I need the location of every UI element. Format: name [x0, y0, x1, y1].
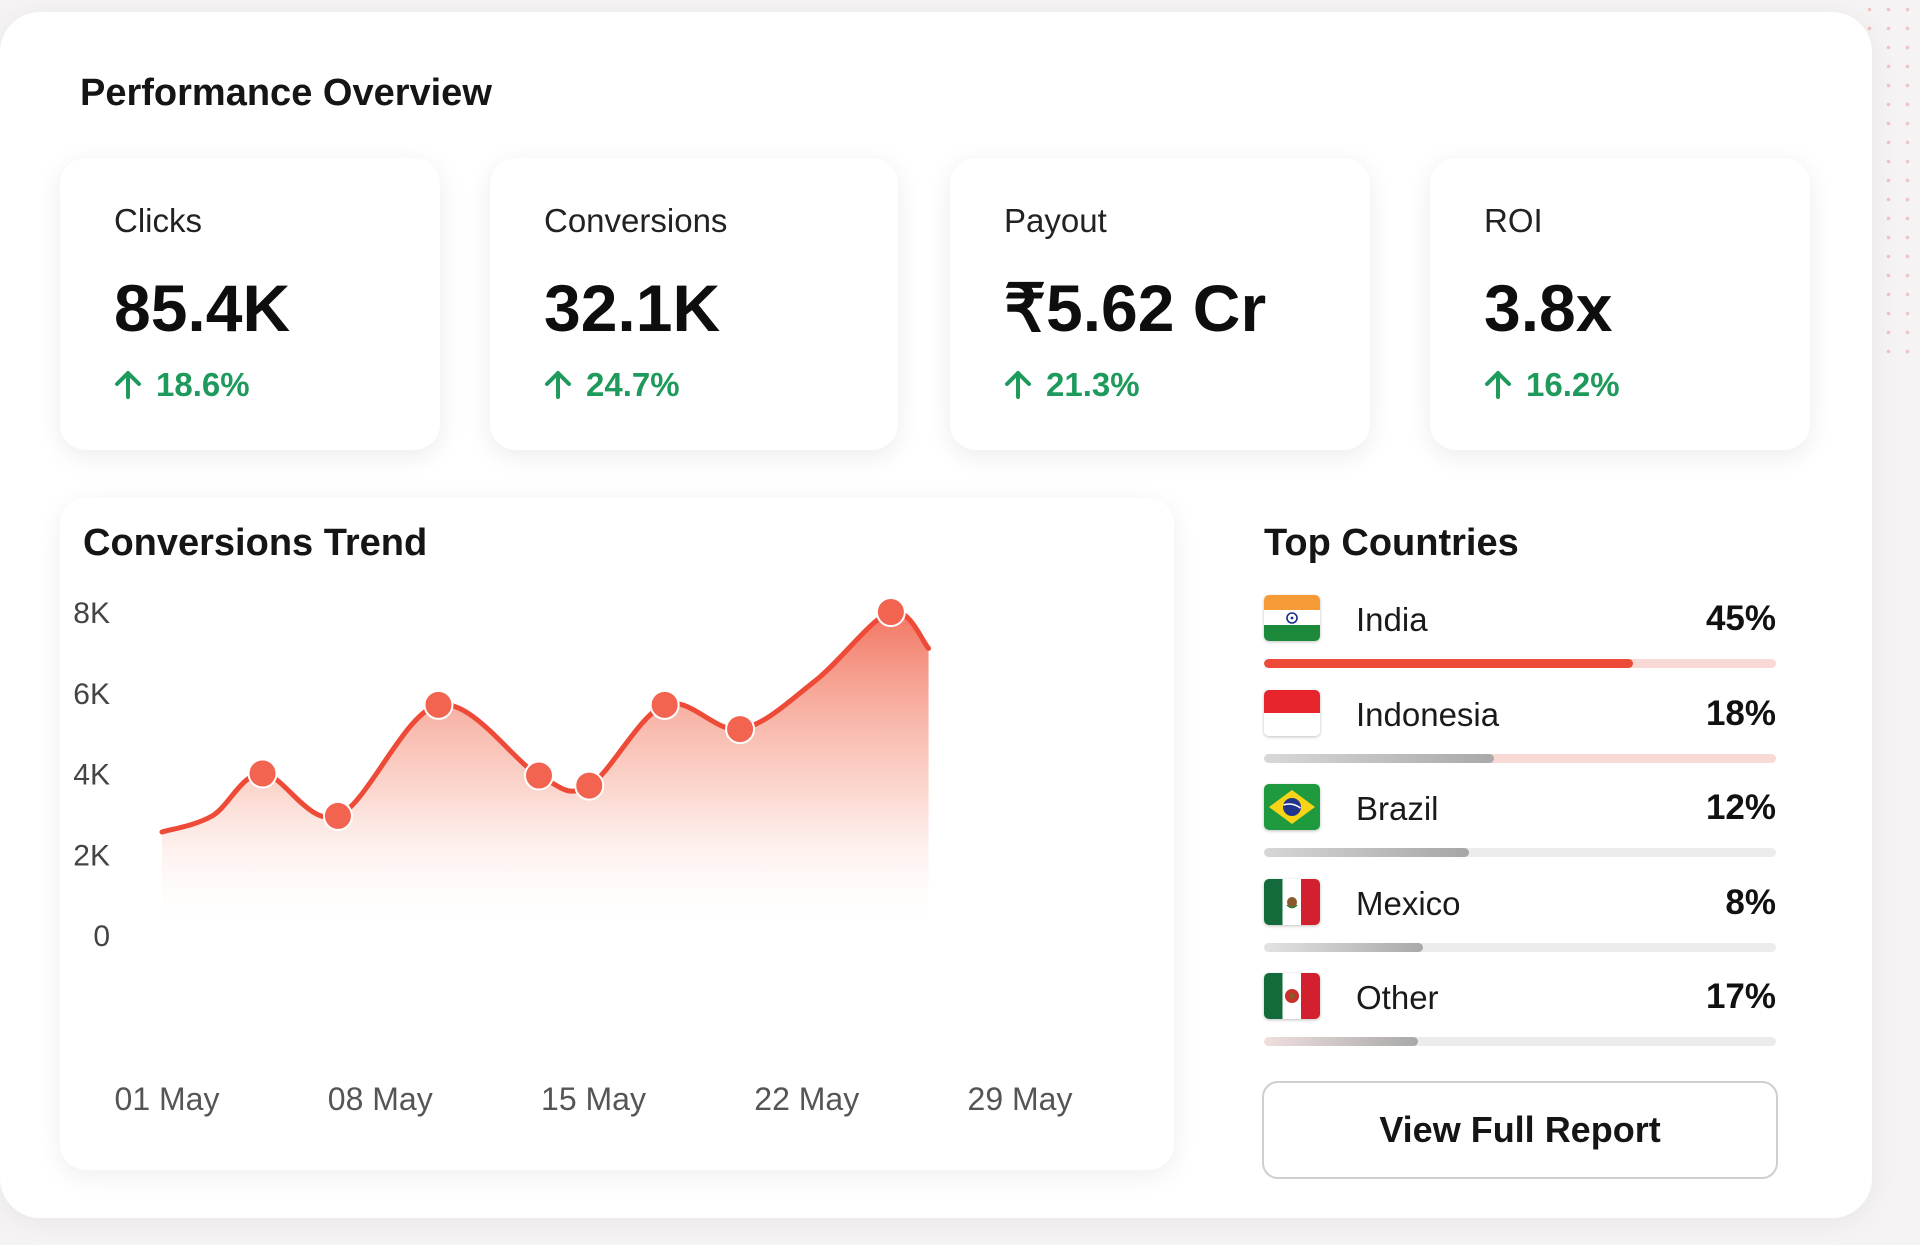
brazil-flag-icon	[1264, 784, 1320, 830]
country-row-mexico: Mexico 8%	[1264, 879, 1776, 959]
y-tick-label: 8K	[73, 597, 110, 630]
data-point	[725, 714, 756, 745]
y-tick-label: 6K	[73, 678, 110, 711]
kpi-value: 3.8x	[1484, 271, 1613, 345]
country-row-indonesia: Indonesia 18%	[1264, 690, 1776, 770]
data-point	[247, 758, 278, 789]
country-name: Brazil	[1356, 790, 1439, 827]
x-tick-label: 08 May	[328, 1081, 433, 1117]
performance-panel: Performance Overview Clicks 85.4K 18.6% …	[0, 12, 1872, 1218]
conversions-area-fill	[162, 611, 929, 935]
country-row-india: India 45%	[1264, 595, 1776, 675]
country-share-bar	[1264, 659, 1776, 668]
kpi-value: 85.4K	[114, 271, 291, 345]
country-percent: 12%	[1705, 788, 1776, 827]
x-tick-label: 29 May	[968, 1081, 1073, 1117]
x-tick-label: 22 May	[754, 1081, 859, 1117]
chart-title: Conversions Trend	[83, 522, 428, 564]
y-tick-label: 0	[93, 920, 110, 953]
country-row-brazil: Brazil 12%	[1264, 784, 1776, 864]
top-countries-title: Top Countries	[1264, 522, 1519, 564]
country-share-fill	[1264, 754, 1495, 763]
kpi-label: ROI	[1484, 202, 1543, 239]
data-point	[875, 597, 906, 627]
page-title: Performance Overview	[80, 72, 492, 114]
conversions-trend-card: Conversions Trend 0 2K 4K 6K 8K 01 May 08 May 1…	[60, 498, 1174, 1170]
x-tick-label: 15 May	[541, 1081, 646, 1117]
kpi-delta: 24.7%	[544, 366, 680, 404]
country-name: Indonesia	[1356, 696, 1500, 733]
indonesia-flag-icon	[1264, 690, 1320, 736]
data-point	[649, 689, 680, 720]
data-point	[423, 689, 454, 720]
kpi-delta-value: 21.3%	[1046, 366, 1140, 403]
kpi-value: 32.1K	[544, 271, 721, 345]
country-percent: 45%	[1705, 599, 1776, 638]
kpi-delta-value: 16.2%	[1526, 366, 1620, 403]
kpi-value: ₹5.62 Cr	[1004, 271, 1267, 345]
view-full-report-button[interactable]: View Full Report	[1262, 1081, 1778, 1179]
mexico-flag-icon	[1264, 973, 1320, 1019]
country-share-bar	[1264, 943, 1776, 952]
arrow-up-icon	[1005, 371, 1031, 399]
country-percent: 17%	[1705, 977, 1776, 1016]
kpi-label: Payout	[1004, 202, 1107, 239]
country-percent: 8%	[1725, 883, 1776, 922]
y-tick-label: 2K	[73, 839, 110, 872]
country-name: India	[1356, 601, 1428, 638]
country-share-fill	[1264, 1037, 1418, 1046]
data-point	[322, 800, 353, 831]
kpi-delta: 21.3%	[1004, 366, 1140, 404]
arrow-up-icon	[1485, 371, 1511, 399]
conversions-trend-chart: 0 2K 4K 6K 8K 01 May 08 May 15 May 22 May 29 May	[73, 597, 1073, 1117]
kpi-label: Clicks	[114, 202, 202, 239]
country-percent: 18%	[1705, 694, 1776, 733]
kpi-card-conversions: Conversions 32.1K 24.7%	[490, 158, 898, 450]
country-share-fill	[1264, 659, 1633, 668]
x-tick-label: 01 May	[115, 1081, 220, 1117]
data-point	[574, 770, 605, 801]
arrow-up-icon	[545, 371, 571, 399]
country-share-bar	[1264, 1037, 1776, 1046]
country-row-other: Other 17%	[1264, 973, 1776, 1053]
country-name: Mexico	[1356, 885, 1461, 922]
kpi-delta: 16.2%	[1484, 366, 1620, 404]
mexico-flag-icon	[1264, 879, 1320, 925]
kpi-delta-value: 18.6%	[156, 366, 250, 403]
kpi-card-payout: Payout ₹5.62 Cr 21.3%	[950, 158, 1370, 450]
country-share-bar	[1264, 848, 1776, 857]
kpi-delta: 18.6%	[114, 366, 250, 404]
kpi-card-roi: ROI 3.8x 16.2%	[1430, 158, 1810, 450]
data-point	[524, 760, 554, 791]
country-share-bar	[1264, 754, 1776, 763]
kpi-label: Conversions	[544, 202, 728, 239]
kpi-card-clicks: Clicks 85.4K 18.6%	[60, 158, 440, 450]
country-name: Other	[1356, 979, 1439, 1016]
arrow-up-icon	[115, 371, 141, 399]
kpi-delta-value: 24.7%	[586, 366, 680, 403]
country-share-fill	[1264, 943, 1423, 952]
country-share-fill	[1264, 848, 1469, 857]
y-tick-label: 4K	[73, 759, 110, 792]
india-flag-icon	[1264, 595, 1320, 641]
